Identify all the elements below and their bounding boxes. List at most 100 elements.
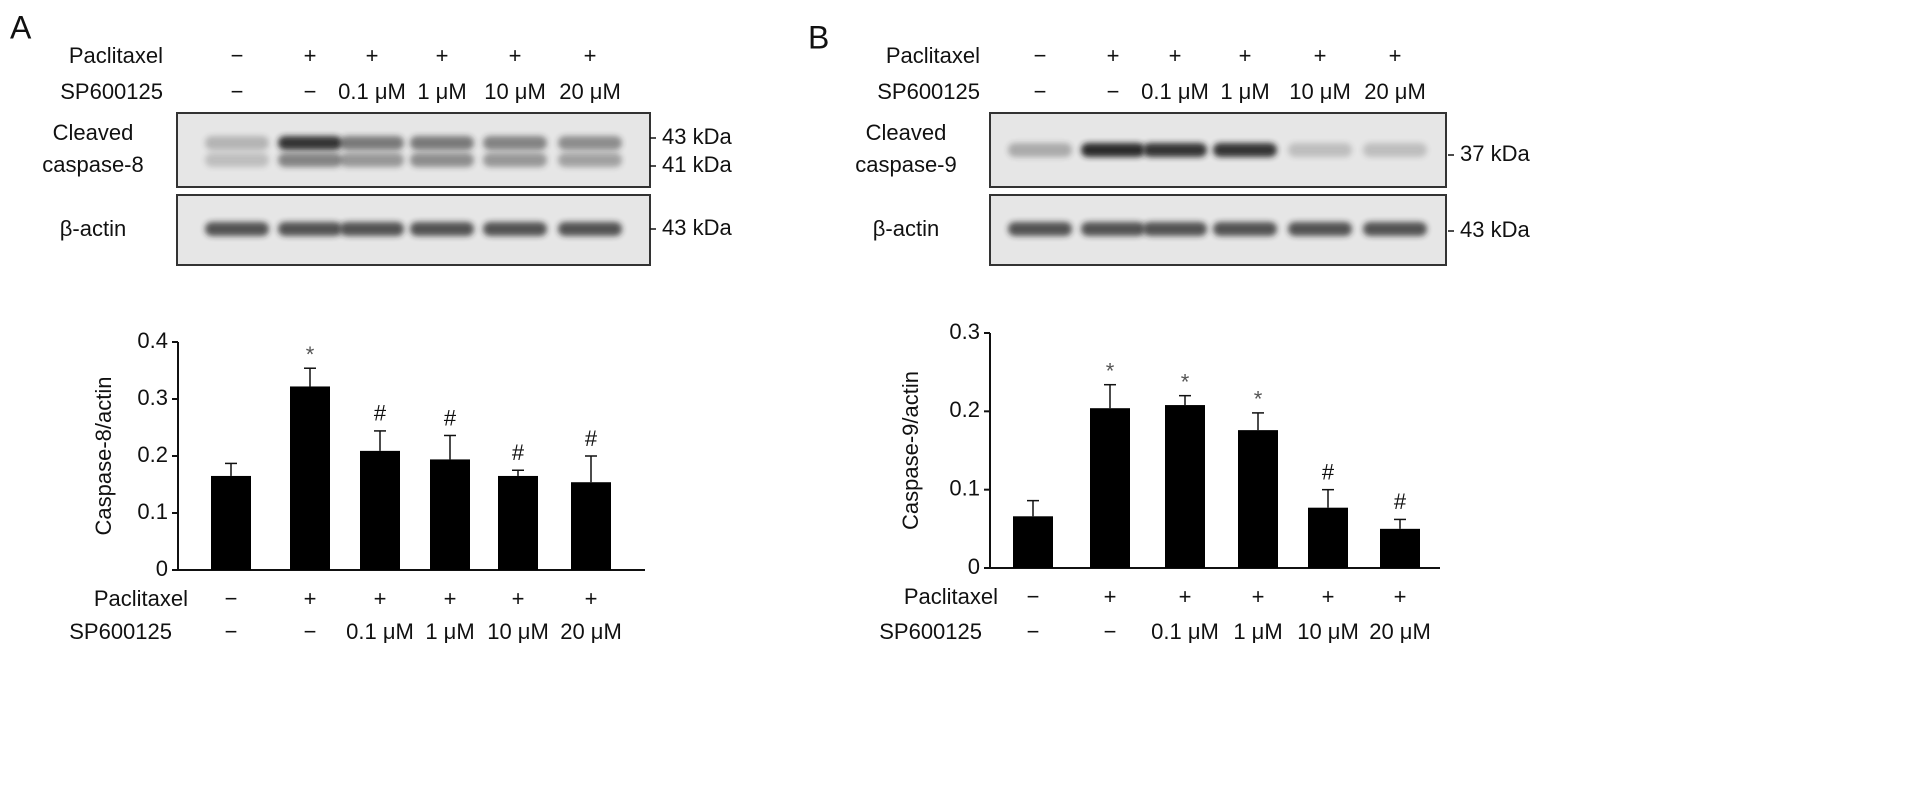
lane-label: +: [1389, 43, 1402, 68]
band: [1288, 143, 1352, 157]
size-label: 43 kDa: [1460, 217, 1530, 242]
row-label: Cleaved: [866, 120, 947, 145]
band: [558, 222, 622, 236]
significance-mark: *: [306, 342, 315, 367]
row-label: caspase-9: [855, 152, 957, 177]
x-tick-label: +: [1104, 584, 1117, 609]
bar: [1380, 528, 1420, 568]
band: [483, 153, 547, 167]
x-row-label: SP600125: [879, 619, 982, 644]
y-axis-label: Caspase-9/actin: [898, 371, 923, 530]
row-label: Cleaved: [53, 120, 134, 145]
panel-letter: A: [10, 9, 32, 45]
x-tick-label: −: [1027, 619, 1040, 644]
lane-label: −: [1034, 43, 1047, 68]
y-tick-label: 0: [968, 554, 980, 579]
band: [1213, 222, 1277, 236]
lane-label: +: [366, 43, 379, 68]
bar: [1090, 408, 1130, 568]
bar: [430, 459, 470, 570]
x-row-label: Paclitaxel: [94, 586, 188, 611]
y-tick-label: 0.3: [137, 385, 168, 410]
x-tick-label: 1 μM: [1233, 619, 1282, 644]
x-tick-label: 0.1 μM: [346, 619, 414, 644]
lane-label: +: [1169, 43, 1182, 68]
header-label: Paclitaxel: [69, 43, 163, 68]
header-label: SP600125: [877, 79, 980, 104]
x-tick-label: 0.1 μM: [1151, 619, 1219, 644]
bar: [1238, 430, 1278, 568]
row-label: caspase-8: [42, 152, 144, 177]
x-tick-label: 20 μM: [1369, 619, 1431, 644]
x-tick-label: −: [304, 619, 317, 644]
bar: [498, 475, 538, 570]
lane-label: 1 μM: [417, 79, 466, 104]
lane-label: 1 μM: [1220, 79, 1269, 104]
y-axis-label: Caspase-8/actin: [91, 377, 116, 536]
x-tick-label: +: [1322, 584, 1335, 609]
band: [278, 153, 342, 167]
significance-mark: #: [1322, 459, 1335, 484]
lane-label: −: [231, 43, 244, 68]
lane-label: 20 μM: [559, 79, 621, 104]
size-label: 43 kDa: [662, 215, 732, 240]
lane-label: +: [584, 43, 597, 68]
size-label: 43 kDa: [662, 124, 732, 149]
x-tick-label: −: [1104, 619, 1117, 644]
x-tick-label: +: [1394, 584, 1407, 609]
lane-label: +: [1239, 43, 1252, 68]
lane-label: 10 μM: [484, 79, 546, 104]
row-label: β-actin: [60, 216, 126, 241]
lane-label: +: [436, 43, 449, 68]
y-tick-label: 0: [156, 556, 168, 581]
y-tick-label: 0.3: [949, 319, 980, 344]
x-tick-label: +: [1179, 584, 1192, 609]
x-tick-label: −: [1027, 584, 1040, 609]
y-tick-label: 0.1: [137, 499, 168, 524]
x-tick-label: +: [444, 586, 457, 611]
band: [1008, 143, 1072, 157]
significance-mark: *: [1181, 369, 1190, 394]
x-tick-label: +: [304, 586, 317, 611]
band: [1143, 143, 1207, 157]
bar: [211, 475, 251, 570]
lane-label: −: [231, 79, 244, 104]
significance-mark: *: [1254, 387, 1263, 412]
lane-label: −: [1107, 79, 1120, 104]
lane-label: +: [304, 43, 317, 68]
band: [1081, 143, 1145, 157]
band: [483, 136, 547, 150]
x-row-label: SP600125: [69, 619, 172, 644]
lane-label: −: [304, 79, 317, 104]
band: [1008, 222, 1072, 236]
band: [1213, 143, 1277, 157]
band: [205, 136, 269, 150]
significance-mark: #: [585, 426, 598, 451]
size-label: 41 kDa: [662, 152, 732, 177]
band: [410, 222, 474, 236]
bar: [571, 482, 611, 570]
y-tick-label: 0.2: [137, 442, 168, 467]
header-label: SP600125: [60, 79, 163, 104]
x-tick-label: +: [1252, 584, 1265, 609]
significance-mark: #: [374, 401, 387, 426]
lane-label: +: [509, 43, 522, 68]
lane-label: 10 μM: [1289, 79, 1351, 104]
x-tick-label: −: [225, 586, 238, 611]
x-tick-label: +: [585, 586, 598, 611]
band: [558, 153, 622, 167]
row-label: β-actin: [873, 216, 939, 241]
x-tick-label: +: [512, 586, 525, 611]
band: [410, 136, 474, 150]
significance-mark: #: [512, 440, 525, 465]
band: [340, 136, 404, 150]
lane-label: 20 μM: [1364, 79, 1426, 104]
x-tick-label: 1 μM: [425, 619, 474, 644]
band: [483, 222, 547, 236]
y-tick-label: 0.1: [949, 475, 980, 500]
x-row-label: Paclitaxel: [904, 584, 998, 609]
band: [340, 222, 404, 236]
y-tick-label: 0.4: [137, 328, 168, 353]
header-label: Paclitaxel: [886, 43, 980, 68]
